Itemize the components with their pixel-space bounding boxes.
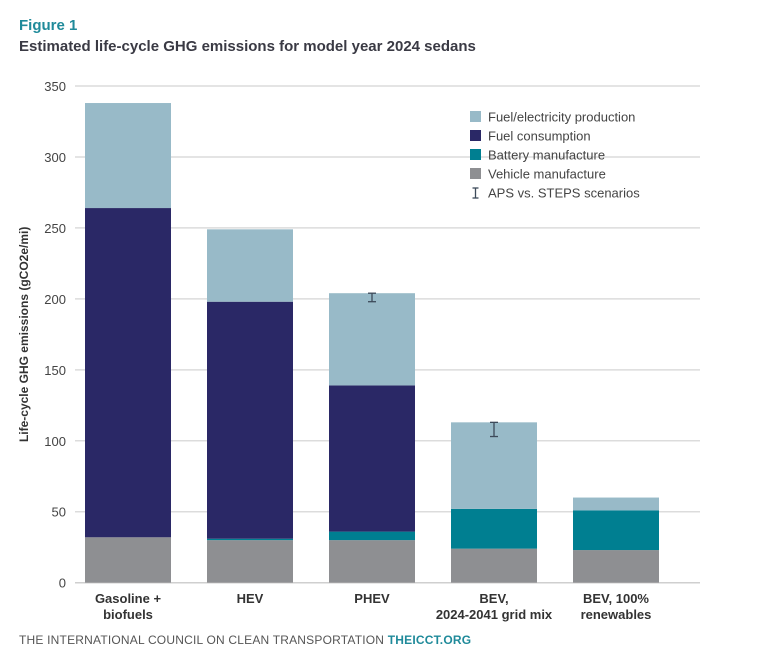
footer-site[interactable]: THEICCT.ORG bbox=[387, 633, 472, 647]
bar-fuel-consumption bbox=[207, 301, 293, 539]
y-tick-label: 250 bbox=[44, 221, 66, 236]
legend-swatch bbox=[470, 168, 481, 179]
y-tick-label: 0 bbox=[59, 576, 66, 591]
legend-label: Vehicle manufacture bbox=[488, 167, 606, 182]
x-tick-label: renewables bbox=[581, 607, 652, 622]
y-tick-label: 300 bbox=[44, 150, 66, 165]
legend-swatch bbox=[470, 130, 481, 141]
legend-label: Battery manufacture bbox=[488, 148, 605, 163]
legend-swatch bbox=[470, 111, 481, 122]
y-tick-label: 350 bbox=[44, 79, 66, 94]
bar-battery-manufacture bbox=[207, 538, 293, 541]
bar-battery-manufacture bbox=[573, 510, 659, 551]
bar-vehicle-manufacture bbox=[573, 550, 659, 583]
legend-label: APS vs. STEPS scenarios bbox=[488, 186, 640, 201]
y-tick-label: 200 bbox=[44, 292, 66, 307]
bar-fuel-consumption bbox=[85, 208, 171, 538]
legend-label: Fuel consumption bbox=[488, 129, 591, 144]
bar-vehicle-manufacture bbox=[329, 540, 415, 583]
bar-fuel-electricity-production bbox=[207, 229, 293, 302]
y-tick-label: 50 bbox=[52, 505, 66, 520]
y-tick-label: 100 bbox=[44, 434, 66, 449]
x-tick-label: PHEV bbox=[354, 591, 390, 606]
bar-vehicle-manufacture bbox=[451, 548, 537, 583]
legend-swatch bbox=[470, 149, 481, 160]
bar-battery-manufacture bbox=[451, 508, 537, 549]
bar-fuel-electricity-production bbox=[329, 293, 415, 386]
chart-title: Estimated life-cycle GHG emissions for m… bbox=[19, 38, 476, 55]
x-tick-label: HEV bbox=[237, 591, 264, 606]
bar-vehicle-manufacture bbox=[85, 537, 171, 583]
x-tick-label: 2024-2041 grid mix bbox=[436, 607, 553, 622]
bar-fuel-consumption bbox=[329, 385, 415, 532]
bar-fuel-electricity-production bbox=[573, 497, 659, 511]
bar-vehicle-manufacture bbox=[207, 540, 293, 583]
bar-fuel-electricity-production bbox=[85, 103, 171, 209]
x-tick-label: biofuels bbox=[103, 607, 153, 622]
y-axis-label: Life-cycle GHG emissions (gCO2e/mi) bbox=[17, 227, 31, 442]
x-tick-label: BEV, 100% bbox=[583, 591, 649, 606]
x-tick-label: BEV, bbox=[479, 591, 508, 606]
figure-label: Figure 1 bbox=[19, 17, 78, 34]
footer-org: THE INTERNATIONAL COUNCIL ON CLEAN TRANS… bbox=[19, 633, 385, 647]
y-tick-label: 150 bbox=[44, 363, 66, 378]
x-tick-label: Gasoline + bbox=[95, 591, 162, 606]
bar-battery-manufacture bbox=[329, 531, 415, 541]
legend-label: Fuel/electricity production bbox=[488, 110, 635, 125]
footer: THE INTERNATIONAL COUNCIL ON CLEAN TRANS… bbox=[19, 633, 471, 647]
